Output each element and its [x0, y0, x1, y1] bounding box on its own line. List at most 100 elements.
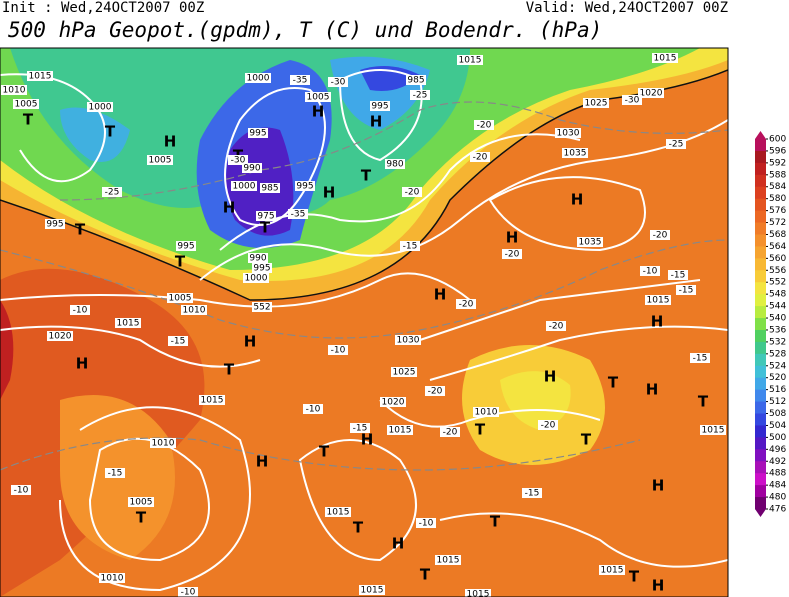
label-box: [290, 75, 310, 85]
contour-label: 1030: [397, 336, 420, 346]
colorbar-label: 564: [769, 242, 786, 252]
label-box: [27, 71, 53, 81]
high-marker: H: [646, 381, 659, 399]
colorbar-swatch: [755, 341, 766, 355]
contour-label: 980: [386, 160, 403, 170]
colorbar-swatch: [755, 389, 766, 403]
contour-label: 1015: [654, 54, 677, 64]
low-marker: T: [475, 421, 486, 439]
contour-label: -20: [549, 322, 564, 332]
colorbar-label: 552: [769, 278, 786, 288]
contour-label: 1015: [437, 556, 460, 566]
high-marker: H: [76, 355, 89, 373]
label-box: [676, 285, 696, 295]
contour-label: 1015: [702, 426, 725, 436]
contour-label: 1015: [601, 566, 624, 576]
label-box: [199, 395, 225, 405]
label-box: [652, 53, 678, 63]
contour-label: -15: [353, 424, 368, 434]
label-box: [295, 181, 315, 191]
label-box: [305, 92, 331, 102]
colorbar-label: 520: [769, 373, 786, 383]
colorbar-swatch: [755, 222, 766, 235]
colorbar-swatch: [755, 210, 766, 224]
label-box: [178, 587, 198, 597]
contour-label: -30: [331, 78, 346, 88]
label-box: [45, 219, 65, 229]
colorbar-label: 528: [769, 349, 786, 359]
low-marker: T: [420, 566, 431, 584]
label-box: [470, 152, 490, 162]
contour-label: 1015: [459, 56, 482, 66]
contour-label: -25: [413, 91, 428, 101]
label-box: [370, 101, 390, 111]
label-box: [13, 99, 39, 109]
contour-label: -10: [331, 346, 346, 356]
contour-label: 1010: [475, 408, 498, 418]
contour-label: 995: [249, 129, 266, 139]
label-box: [102, 187, 122, 197]
label-box: [231, 181, 257, 191]
high-marker: H: [256, 453, 269, 471]
colorbar-label: 488: [769, 469, 786, 479]
colorbar-label: 504: [769, 421, 786, 431]
colorbar-label: 500: [769, 433, 786, 443]
colorbar-label: 568: [769, 230, 786, 240]
low-marker: T: [105, 123, 116, 141]
colorbar-swatch: [755, 150, 766, 164]
colorbar-label: 584: [769, 182, 786, 192]
colorbar-label: 492: [769, 457, 786, 467]
label-box: [473, 407, 499, 417]
low-marker: T: [23, 111, 34, 129]
colorbar-swatch: [755, 162, 766, 176]
colorbar-swatch: [755, 425, 766, 438]
low-marker: T: [581, 431, 592, 449]
label-box: [248, 128, 268, 138]
contour-label: 1035: [564, 149, 587, 159]
high-marker: H: [434, 286, 447, 304]
contour-label: -15: [108, 469, 123, 479]
contour-label: 1000: [89, 103, 112, 113]
label-box: [410, 90, 430, 100]
label-box: [105, 468, 125, 478]
contour-label: -10: [306, 405, 321, 415]
contour-label: 1010: [101, 574, 124, 584]
contour-label: -20: [541, 421, 556, 431]
colorbar-swatch: [755, 186, 766, 200]
colorbar-swatch: [755, 306, 766, 319]
label-box: [387, 425, 413, 435]
contour-label: 990: [249, 254, 266, 264]
label-box: [256, 211, 276, 221]
contour-label: -20: [428, 387, 443, 397]
label-box: [666, 139, 686, 149]
contour-label: 1015: [467, 590, 490, 597]
contour-label: 975: [257, 212, 274, 222]
label-box: [252, 263, 272, 273]
label-box: [440, 427, 460, 437]
contour-label: -30: [625, 96, 640, 106]
map-title: 500 hPa Geopot.(gpdm), T (C) und Bodendr…: [8, 18, 602, 42]
colorbar-swatch: [755, 198, 766, 212]
contour-label: 1015: [201, 396, 224, 406]
label-box: [391, 367, 417, 377]
contour-label: 1025: [393, 368, 416, 378]
low-marker: T: [361, 167, 372, 185]
high-marker: H: [370, 113, 383, 131]
colorbar-label: 560: [769, 254, 786, 264]
contour-label: -15: [671, 271, 686, 281]
low-marker: T: [353, 519, 364, 537]
label-box: [640, 266, 660, 276]
contour-label: -25: [105, 188, 120, 198]
colorbar-label: 548: [769, 290, 786, 300]
label-box: [181, 305, 207, 315]
colorbar-swatch: [755, 365, 766, 379]
label-box: [457, 55, 483, 65]
high-marker: H: [164, 133, 177, 151]
contour-label: -15: [171, 337, 186, 347]
contour-label: 1015: [29, 72, 52, 82]
contour-label: 1020: [382, 398, 405, 408]
label-box: [11, 485, 31, 495]
contour-label: -35: [291, 210, 306, 220]
colorbar-label: 484: [769, 481, 786, 491]
